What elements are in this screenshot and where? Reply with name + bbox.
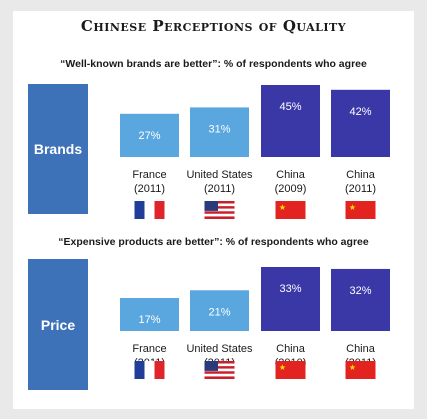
data-label: 45% (279, 101, 301, 113)
bar (331, 89, 390, 157)
tick-label-country: China (276, 343, 306, 355)
us-flag-icon-canton (204, 361, 218, 371)
us-flag-icon-stripe (204, 213, 235, 217)
tick-label-country: France (132, 343, 166, 355)
tick-label-country: France (132, 169, 166, 181)
china-flag-icon-star: ★ (279, 363, 286, 372)
tick-label-year: (2011) (345, 183, 376, 195)
france-flag-icon-white (144, 201, 155, 219)
us-flag-icon-stripe (204, 203, 235, 207)
us-flag-icon-stripe (204, 361, 235, 364)
bar (331, 268, 390, 331)
us-flag-icon-stripe (204, 201, 235, 204)
us-flag-icon-stripe (204, 363, 235, 367)
us-flag-icon-stripe (204, 211, 235, 214)
data-label: 33% (279, 283, 301, 295)
page-title: Chinese Perceptions of Quality (80, 17, 347, 35)
tick-label-year: (2011) (204, 183, 235, 195)
china-flag-icon-field (345, 201, 376, 219)
france-flag-icon-blue (134, 361, 145, 379)
us-flag-icon-stripe (204, 206, 235, 209)
tick-label-year: (2009) (275, 183, 307, 195)
tick-label-country: United States (186, 343, 253, 355)
us-flag-icon-stripe (204, 376, 235, 379)
tick-label-country: United States (186, 169, 253, 181)
china-flag-icon-star: ★ (349, 203, 356, 212)
bar (120, 298, 179, 331)
bar (190, 290, 249, 331)
tick-label-country: China (346, 343, 376, 355)
france-flag-icon-white (144, 361, 155, 379)
tick-label-year: (2011) (134, 183, 165, 195)
france-flag-icon-red (154, 361, 165, 379)
brands-category-block: Brands (28, 84, 88, 214)
bar (120, 113, 179, 157)
china-flag-icon-star: ★ (349, 363, 356, 372)
china-flag-icon-star: ★ (279, 203, 286, 212)
tick-label-country: China (346, 169, 376, 181)
us-flag-icon-stripe (204, 366, 235, 369)
us-flag-icon-stripe (204, 208, 235, 212)
us-flag-icon-stripe (204, 373, 235, 377)
us-flag-icon-stripe (204, 216, 235, 219)
us-flag-icon-stripe (204, 368, 235, 372)
china-flag-icon-field (345, 361, 376, 379)
data-label: 27% (138, 130, 160, 142)
price-subtitle: “Expensive products are better”: % of re… (58, 236, 369, 248)
tick-label-country: China (276, 169, 306, 181)
us-flag-icon-canton (204, 201, 218, 211)
bar (261, 267, 320, 331)
data-label: 32% (349, 285, 371, 297)
data-label: 31% (208, 123, 230, 135)
brands-subtitle: “Well-known brands are better”: % of res… (60, 58, 367, 70)
china-flag-icon-field (275, 201, 306, 219)
data-label: 17% (138, 314, 160, 326)
bar (261, 85, 320, 157)
us-flag-icon-stripe (204, 371, 235, 374)
france-flag-icon-blue (134, 201, 145, 219)
data-label: 42% (349, 106, 371, 118)
france-flag-icon-red (154, 201, 165, 219)
price-category-block: Price (28, 259, 88, 390)
data-label: 21% (208, 306, 230, 318)
bar (190, 107, 249, 157)
china-flag-icon-field (275, 361, 306, 379)
